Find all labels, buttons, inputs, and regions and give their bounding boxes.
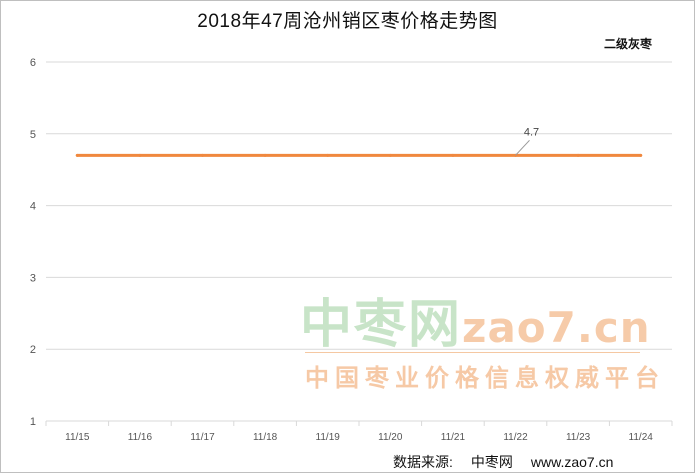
data-point [451,153,455,157]
y-tick-label: 4 [30,201,36,213]
gridlines [46,61,672,422]
legend-series-label: 二级灰枣 [604,37,653,51]
series-group [75,153,643,157]
watermark-brand: 中枣网zao7.cn [300,282,651,357]
x-axis-ticks: 11/15 11/16 11/17 11/18 11/19 11/20 11/21 11/22… [45,421,673,443]
data-label-leader [515,139,530,156]
y-tick-label: 2 [30,344,36,356]
x-tick-label: 11/19 [316,432,341,443]
data-point [201,153,204,157]
watermark-brand-cn: 中枣网 [300,296,463,354]
data-label: 4.7 [524,126,539,138]
x-tick-label: 11/21 [441,432,466,443]
x-tick-label: 11/20 [378,432,403,443]
data-point [388,153,392,157]
watermark-slogan: 中国枣业价格信息权威平台 [305,365,665,392]
x-tick-label: 11/22 [503,432,528,443]
source-url: www.zao7.cn [530,454,614,470]
x-tick-label: 11/16 [128,432,153,443]
source-name: 中枣网 [470,454,513,470]
y-tick-label: 3 [30,272,36,284]
chart-title: 2018年47周沧州销区枣价格走势图 [197,11,498,32]
x-tick-label: 11/23 [566,432,591,443]
data-point [138,153,142,157]
y-tick-label: 6 [30,57,36,69]
y-tick-label: 5 [30,129,36,141]
y-axis-ticks: 1 2 3 4 5 6 [30,57,36,428]
data-point [75,153,79,157]
annotations: 4.7 [515,126,539,156]
source-label: 数据来源: [393,454,453,470]
watermark-brand-url: zao7.cn [462,303,651,352]
data-point [326,153,330,157]
y-tick-label: 1 [30,416,36,428]
data-source: 数据来源: 中枣网 www.zao7.cn [393,452,613,472]
watermark-divider [305,352,640,353]
x-tick-label: 11/17 [190,432,215,443]
data-point [263,153,267,157]
data-point [639,153,643,157]
x-tick-label: 11/24 [629,432,654,443]
x-tick-label: 11/18 [253,432,278,443]
data-point [576,153,580,157]
x-tick-label: 11/15 [65,432,90,443]
